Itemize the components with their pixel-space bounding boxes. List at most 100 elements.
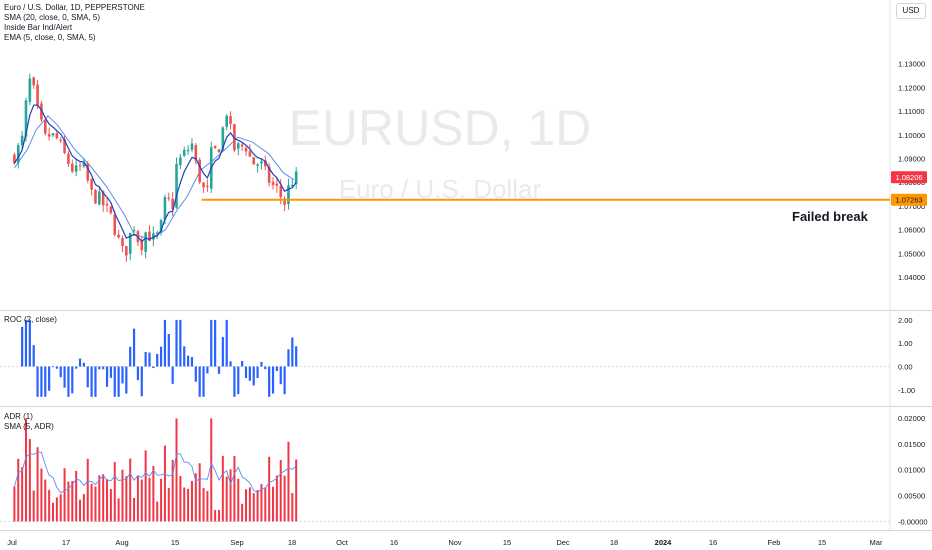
roc-bar	[140, 366, 143, 397]
roc-bar	[24, 319, 28, 367]
candle-body	[40, 103, 43, 120]
roc-bar	[82, 362, 85, 367]
candle-body	[271, 181, 275, 186]
roc-bar	[125, 366, 128, 394]
x-tick-label: Aug	[115, 538, 128, 547]
adr-bar	[295, 459, 298, 522]
x-tick-label: 2024	[655, 538, 673, 547]
adr-bar	[86, 458, 89, 522]
candle-body	[78, 165, 82, 167]
roc-bar	[51, 366, 55, 368]
x-tick-label: 17	[62, 538, 70, 547]
adr-bar	[67, 481, 70, 522]
roc-bar	[44, 366, 47, 397]
roc-bar	[241, 361, 244, 367]
adr-bar	[59, 494, 62, 522]
candle-body	[240, 144, 244, 147]
roc-bar	[171, 366, 174, 384]
roc-bar	[279, 366, 282, 385]
candle-body	[90, 179, 93, 190]
x-tick-label: Sep	[230, 538, 243, 547]
x-tick-label: Jul	[7, 538, 17, 547]
candle-body	[59, 139, 63, 141]
main-legend: Euro / U.S. Dollar, 1D, PEPPERSTONE SMA …	[4, 3, 145, 43]
adr-bar	[32, 490, 35, 522]
candle-body	[74, 165, 78, 172]
candle-body	[198, 159, 201, 183]
roc-bar	[283, 366, 286, 395]
roc-bar	[233, 366, 236, 397]
ema-line	[13, 104, 297, 243]
candle-body	[113, 214, 117, 235]
candle-body	[206, 185, 209, 187]
roc-bar	[214, 319, 217, 367]
roc-bar	[55, 366, 58, 369]
roc-bar	[260, 361, 263, 367]
y-tick-label-roc: 1.00	[898, 339, 913, 348]
adr-bar	[221, 455, 224, 522]
roc-bar	[167, 334, 170, 367]
candle-body	[105, 203, 109, 206]
roc-bar	[198, 366, 201, 397]
candle-body	[217, 149, 221, 153]
adr-bar	[44, 479, 47, 522]
adr-bar	[21, 467, 24, 522]
y-tick-label-main: 1.07000	[898, 202, 925, 211]
roc-bar	[105, 366, 109, 387]
adr-bar	[279, 460, 282, 522]
adr-bar	[121, 469, 124, 522]
roc-bar	[113, 366, 116, 397]
adr-bar	[82, 494, 85, 522]
adr-bar	[17, 458, 20, 522]
x-tick-label: 15	[818, 538, 826, 547]
candle-body	[36, 84, 39, 105]
candle-body	[202, 182, 205, 188]
x-tick-label: 15	[503, 538, 511, 547]
currency-button[interactable]: USD	[896, 3, 926, 19]
roc-bar	[229, 361, 232, 367]
adr-bar	[187, 488, 190, 522]
y-tick-label-main: 1.11000	[898, 107, 925, 116]
x-tick-label: 16	[390, 538, 398, 547]
roc-bar	[183, 346, 186, 367]
adr-bar	[136, 475, 139, 522]
candle-body	[155, 232, 159, 234]
adr-bar	[268, 456, 271, 522]
roc-bar	[136, 366, 140, 381]
candle-body	[236, 143, 240, 149]
candle-body	[186, 149, 190, 152]
adr-bar	[225, 476, 228, 522]
roc-bar	[86, 366, 89, 388]
x-tick-label: 16	[709, 538, 717, 547]
y-tick-label-roc: 2.00	[898, 316, 913, 325]
roc-bar	[63, 366, 66, 388]
last-price-label: 1.08206	[895, 173, 922, 182]
candle-body	[225, 115, 228, 127]
candle-body	[55, 133, 59, 139]
adr-bar	[75, 470, 78, 522]
candle-body	[213, 145, 217, 148]
adr-bar	[48, 489, 51, 522]
adr-bar	[210, 418, 213, 522]
adr-bar	[125, 476, 128, 522]
last-price-tag	[891, 171, 927, 184]
adr-bar	[241, 503, 244, 522]
adr-bar	[198, 463, 201, 522]
roc-bar	[175, 319, 178, 367]
candle-body	[47, 134, 51, 137]
candle-body	[117, 234, 120, 238]
adr-bar	[171, 459, 174, 522]
y-tick-label-main: 1.13000	[898, 60, 925, 69]
x-tick-label: 15	[171, 538, 179, 547]
roc-bar	[217, 366, 221, 374]
roc-bar	[291, 337, 294, 367]
adr-bar	[163, 445, 166, 522]
candle-body	[121, 238, 124, 247]
watermark-ticker: EURUSD, 1D	[289, 100, 592, 156]
adr-bar	[272, 486, 275, 522]
adr-bar	[167, 488, 170, 522]
candle-body	[159, 220, 163, 233]
candle-body	[152, 233, 155, 240]
roc-bar	[148, 352, 151, 367]
